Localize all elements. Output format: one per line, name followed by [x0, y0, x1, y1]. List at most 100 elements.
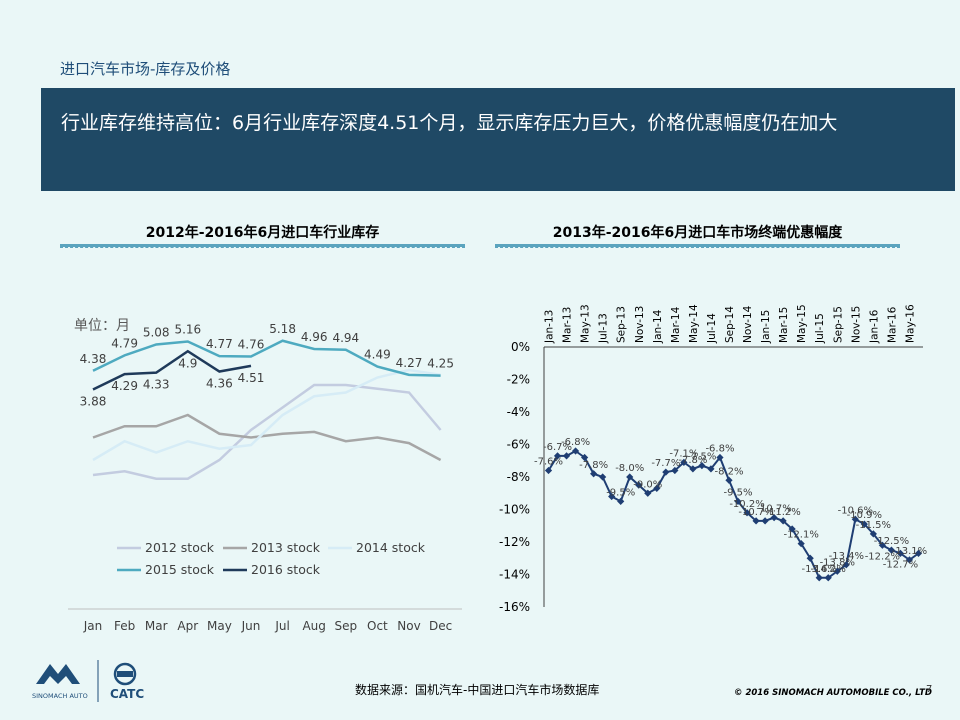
- x-tick-label: May-15: [796, 304, 808, 343]
- data-label: -10.7%: [756, 504, 791, 515]
- data-point-marker: [635, 481, 643, 489]
- x-tick-label: Mar-13: [562, 307, 574, 343]
- data-source: 数据来源：国机汽车-中国进口汽车市场数据库: [355, 683, 600, 697]
- data-label: 4.76: [238, 338, 265, 352]
- data-point-marker: [680, 458, 688, 466]
- data-label: 4.79: [111, 336, 138, 350]
- x-tick-label: May-16: [904, 304, 916, 343]
- data-point-marker: [878, 541, 886, 549]
- data-label: -6.8%: [561, 437, 590, 448]
- x-tick-label: Jul-13: [598, 313, 610, 344]
- data-point-marker: [716, 453, 724, 462]
- data-label: -7.8%: [678, 455, 707, 466]
- data-label: 4.77: [206, 337, 233, 351]
- data-label: 5.16: [174, 323, 201, 337]
- x-tick-label: Nov: [397, 619, 420, 633]
- data-label: -7.6%: [534, 457, 563, 468]
- data-label: -6.8%: [705, 444, 734, 455]
- x-tick-label: Apr: [177, 619, 198, 633]
- x-tick-label: Jan-15: [760, 310, 772, 344]
- data-label: 4.36: [206, 377, 233, 391]
- x-tick-label: May-14: [688, 304, 700, 343]
- data-point-marker: [887, 546, 896, 554]
- data-label: -14.2%: [811, 564, 846, 575]
- data-point-marker: [707, 465, 715, 473]
- series-line-2014-stock: [92, 368, 441, 462]
- x-tick-label: Sep-13: [616, 306, 628, 343]
- series-line-2013-stock: [92, 413, 442, 462]
- data-point-marker: [689, 465, 697, 473]
- data-label: -9.5%: [724, 487, 753, 498]
- data-point-marker: [553, 452, 562, 460]
- data-point-marker: [608, 492, 616, 501]
- data-point-marker: [617, 497, 625, 505]
- data-point-marker: [752, 517, 760, 525]
- data-point-marker: [653, 484, 661, 492]
- data-point-marker: [824, 574, 832, 582]
- data-point-marker: [905, 556, 914, 564]
- y-tick-label: 0%: [511, 340, 530, 354]
- data-label: -9.0%: [633, 479, 662, 490]
- x-tick-label: Jul-15: [814, 313, 826, 344]
- headline-banner: 行业库存维持高位：6月行业库存深度4.51个月，显示库存压力巨大，价格优惠幅度仍…: [41, 88, 955, 191]
- data-label: -10.2%: [729, 499, 764, 510]
- legend-label: 2013 stock: [251, 540, 321, 555]
- headline-text: 行业库存维持高位：6月行业库存深度4.51个月，显示库存压力巨大，价格优惠幅度仍…: [61, 112, 838, 134]
- data-point-marker: [662, 468, 670, 476]
- page-number: 7: [926, 684, 933, 695]
- data-point-marker: [590, 470, 598, 478]
- data-point-marker: [815, 574, 823, 582]
- data-label: 4.33: [143, 378, 170, 392]
- data-label: -13.6%: [802, 564, 837, 575]
- data-label: -12.2%: [865, 551, 900, 562]
- x-tick-label: Nov-14: [742, 305, 754, 343]
- data-label: -12.1%: [783, 530, 818, 541]
- inventory-line-chart: 单位：月4.384.795.08 5.164.77 4.765.184.96 4.94…: [68, 318, 462, 633]
- right-chart-title: 2013年-2016年6月进口车市场终端优惠幅度: [552, 225, 843, 241]
- x-tick-label: Sep-14: [724, 306, 736, 343]
- catc-logo-text: CATC: [110, 687, 144, 701]
- x-tick-label: Jul: [274, 619, 289, 633]
- data-label: 3.88: [80, 395, 107, 409]
- x-tick-label: May-13: [580, 304, 592, 343]
- data-point-marker: [797, 540, 805, 548]
- x-tick-label: May: [207, 619, 232, 633]
- y-tick-label: -2%: [507, 373, 530, 387]
- x-tick-label: Jan-16: [868, 309, 880, 344]
- x-tick-label: Jan: [83, 619, 103, 633]
- data-point-marker: [806, 554, 814, 562]
- sinomach-logo-icon: SINOMACH AUTO CATC: [32, 660, 144, 702]
- x-tick-label: Mar-14: [670, 306, 682, 343]
- legend-label: 2014 stock: [356, 540, 426, 555]
- x-tick-label: Mar: [145, 619, 168, 633]
- data-label: -7.5%: [687, 452, 716, 463]
- data-label: -7.7%: [651, 458, 680, 469]
- legend-label: 2012 stock: [145, 540, 215, 555]
- y-tick-label: -12%: [499, 535, 530, 549]
- x-tick-label: Nov-15: [850, 306, 862, 343]
- data-label: 4.27: [396, 356, 423, 370]
- left-chart-title: 2012年-2016年6月进口车行业库存: [145, 225, 380, 241]
- y-tick-label: -14%: [499, 568, 530, 582]
- data-point-marker: [725, 476, 733, 484]
- data-point-marker: [914, 549, 923, 557]
- series-line-2015-stock: [92, 339, 441, 377]
- x-tick-label: Dec: [429, 619, 452, 633]
- y-tick-label: -10%: [499, 503, 530, 517]
- data-point-marker: [770, 514, 778, 522]
- data-label: -13.8%: [820, 557, 855, 568]
- x-tick-label: Oct: [367, 619, 388, 633]
- data-label: 4.25: [427, 357, 454, 371]
- data-label: 4.51: [238, 371, 265, 385]
- data-label: -12.5%: [874, 536, 909, 547]
- data-label: 4.29: [111, 379, 138, 393]
- data-label: -12.7%: [883, 559, 918, 570]
- data-point-marker: [896, 549, 905, 557]
- data-point-marker: [698, 462, 706, 470]
- copyright: © 2016 SINOMACH AUTOMOBILE CO., LTD: [734, 688, 932, 698]
- legend-label: 2016 stock: [251, 562, 321, 577]
- data-label: -10.9%: [847, 510, 882, 521]
- data-label: -10.7%: [738, 507, 773, 518]
- data-point-marker: [571, 447, 580, 455]
- data-point-marker: [788, 525, 796, 533]
